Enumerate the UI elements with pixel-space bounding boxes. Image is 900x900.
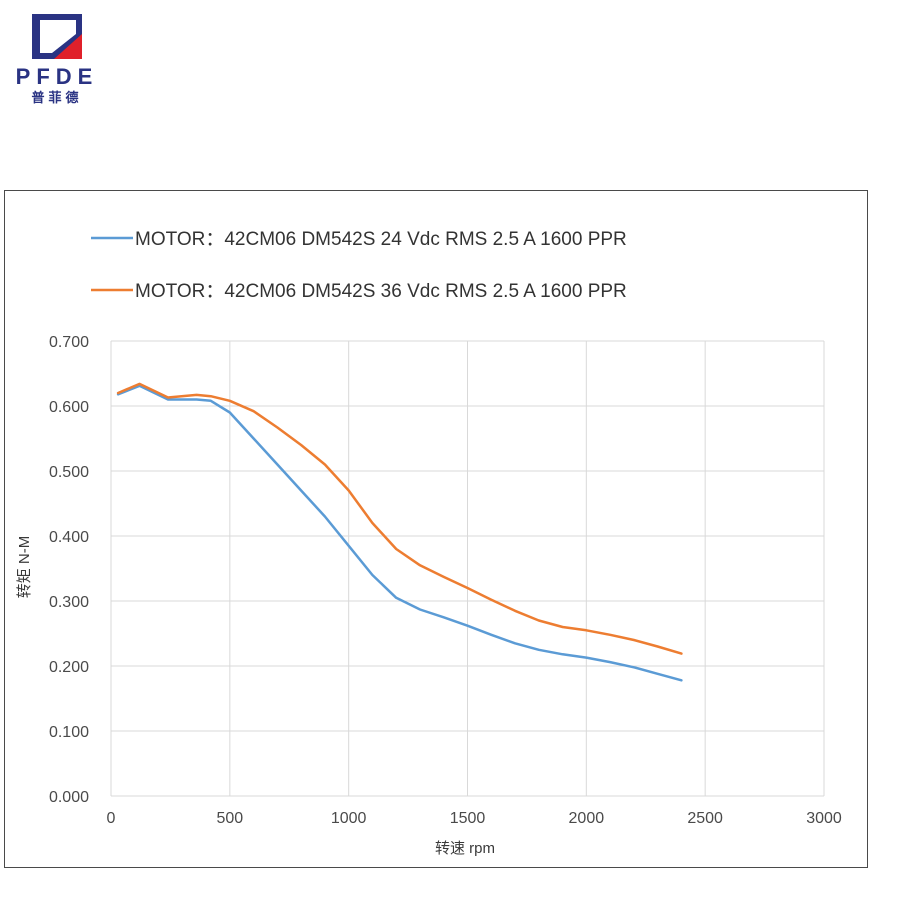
y-tick-label: 0.400 [49, 529, 89, 546]
x-tick-label: 1000 [331, 810, 367, 827]
legend: MOTOR：42CM06 DM542S 24 Vdc RMS 2.5 A 160… [91, 229, 627, 302]
x-tick-label: 0 [107, 810, 116, 827]
legend-label-2: MOTOR：42CM06 DM542S 36 Vdc RMS 2.5 A 160… [135, 281, 627, 302]
y-tick-label: 0.500 [49, 464, 89, 481]
x-tick-label: 3000 [806, 810, 842, 827]
y-tick-label: 0.100 [49, 724, 89, 741]
y-tick-label: 0.300 [49, 594, 89, 611]
series-line-2 [116, 382, 683, 655]
x-tick-label: 500 [216, 810, 243, 827]
series-line-1 [116, 384, 683, 682]
y-axis-label: 转矩 N-M [16, 536, 33, 599]
grid [110, 340, 825, 797]
legend-label-1: MOTOR：42CM06 DM542S 24 Vdc RMS 2.5 A 160… [135, 229, 627, 250]
torque-speed-chart: 0 500 1000 1500 2000 2500 3000 0.000 0.100 0.200 0… [16, 229, 842, 857]
logo-chinese-name: 普菲德 [31, 90, 82, 104]
y-tick-label: 0.600 [49, 399, 89, 416]
logo-mark-red [54, 34, 82, 59]
chart-frame: 0 500 1000 1500 2000 2500 3000 0.000 0.100 0.200 0… [4, 190, 868, 868]
logo-mark-white [40, 20, 76, 53]
y-tick-label: 0.200 [49, 659, 89, 676]
x-tick-label: 2000 [569, 810, 605, 827]
x-tick-label: 2500 [687, 810, 723, 827]
axes: 0 500 1000 1500 2000 2500 3000 0.000 0.100 0.200 0… [49, 334, 842, 827]
series [116, 382, 683, 682]
x-axis-label: 转速 rpm [435, 840, 495, 857]
x-tick-label: 1500 [450, 810, 486, 827]
pfde-logo: PFDE 普菲德 [16, 14, 99, 104]
y-tick-label: 0.000 [49, 789, 89, 806]
logo-wordmark: PFDE [16, 64, 99, 89]
y-tick-label: 0.700 [49, 334, 89, 351]
